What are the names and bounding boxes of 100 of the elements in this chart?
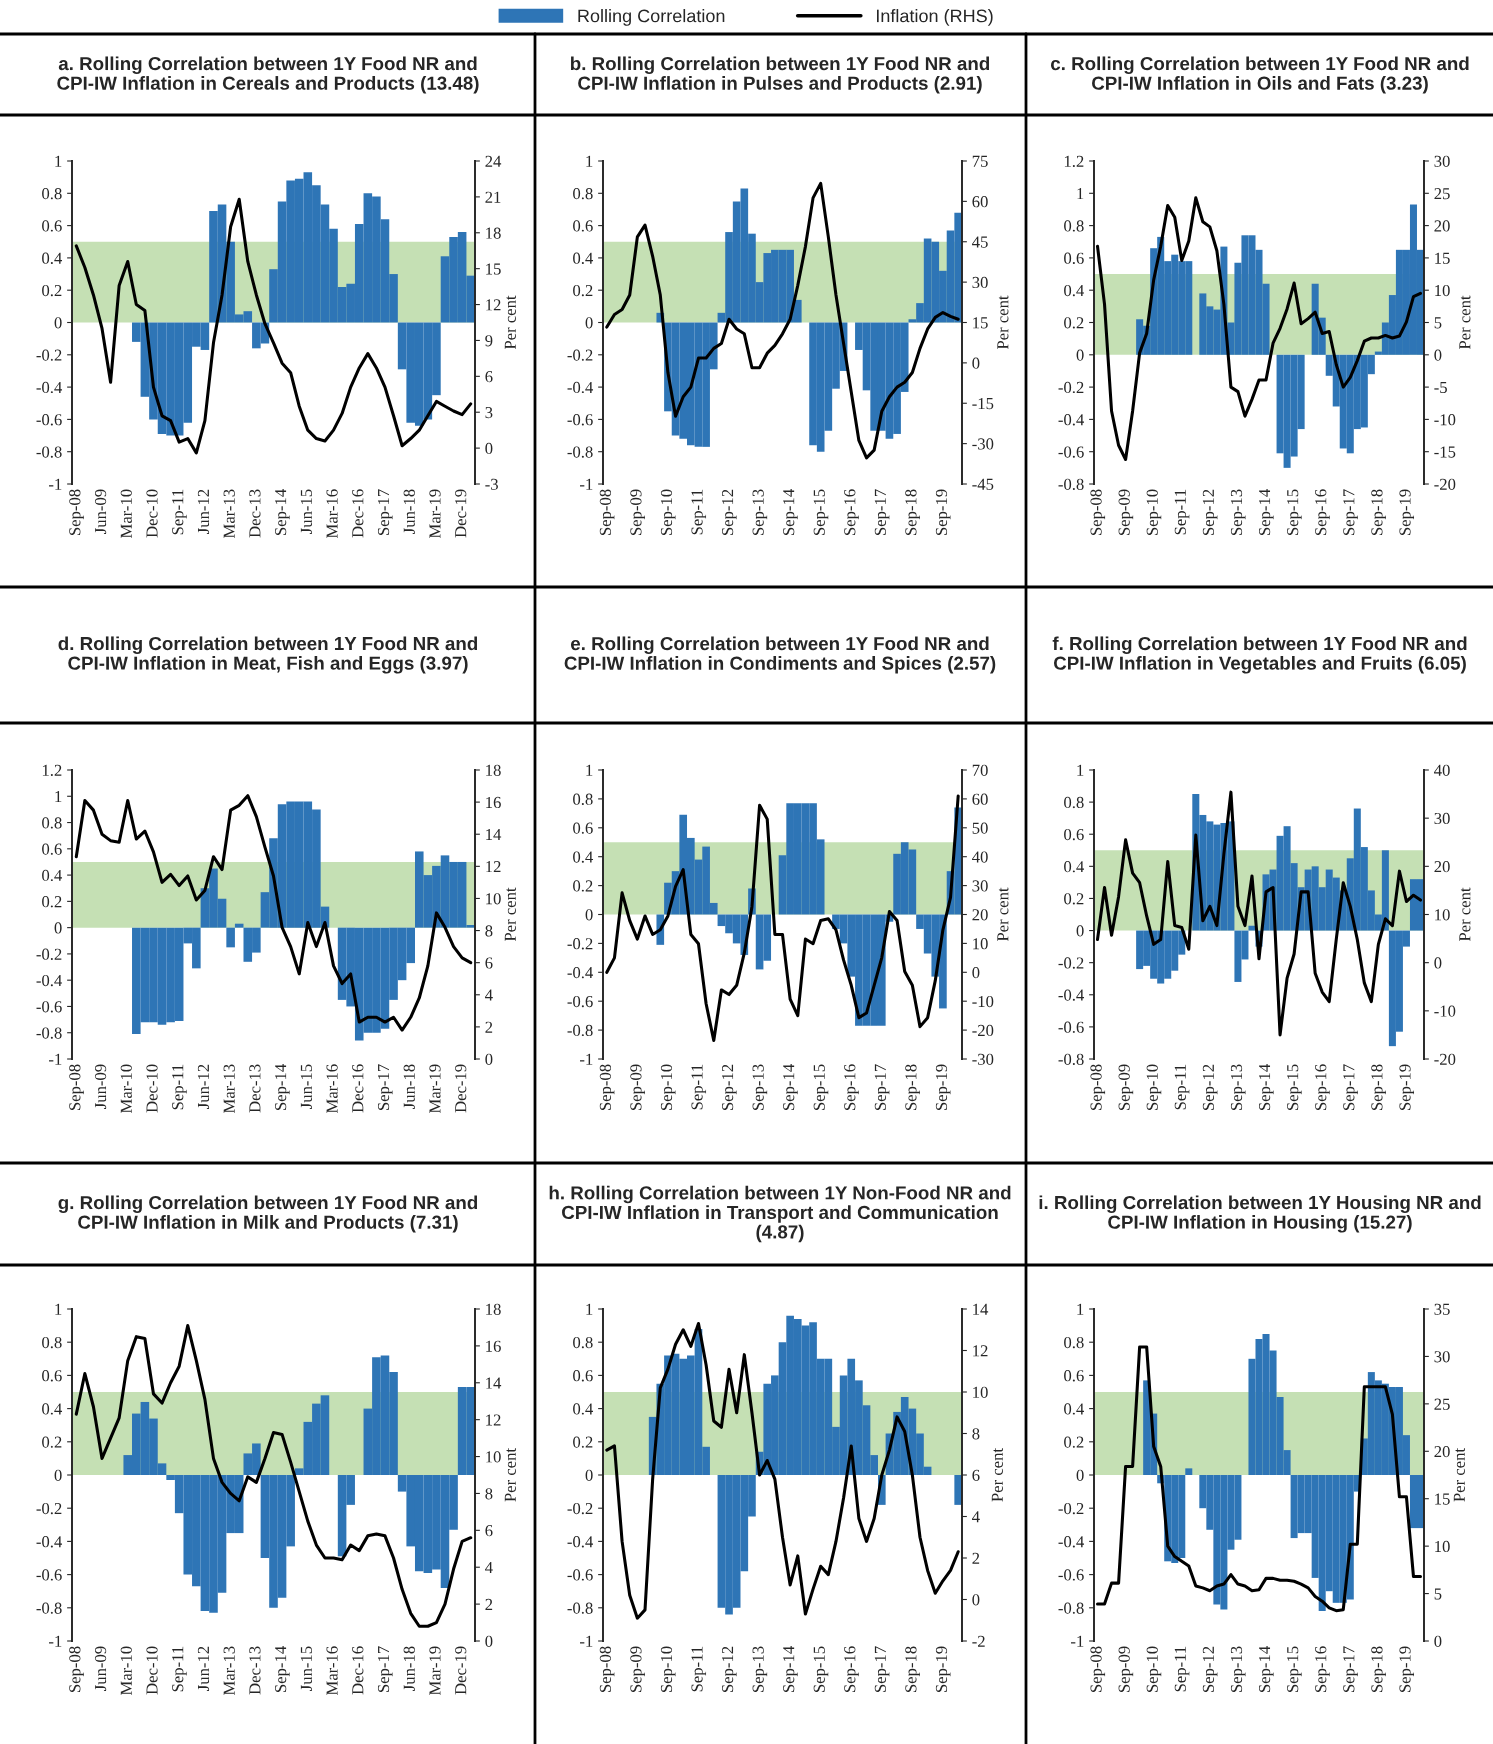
y-tick-label: 1 (1077, 1303, 1084, 1315)
x-tick-label: Sep-09 (630, 1646, 645, 1692)
y2-axis-title: Per cent (997, 887, 1009, 942)
y2-tick-label: -30 (972, 1053, 994, 1065)
x-tick-label: Sep-16 (844, 1646, 859, 1692)
x-tick-label: Sep-08 (599, 1646, 615, 1692)
x-tick-label: Sep-17 (874, 1064, 890, 1110)
y2-tick-label: 8 (972, 1428, 980, 1440)
y-tick-label: -0.2 (567, 1502, 593, 1515)
x-tick-label: Mar-19 (429, 1064, 441, 1114)
x-tick-label: Sep-13 (1230, 1646, 1246, 1692)
x-tick-label: Sep-12 (722, 1646, 737, 1692)
y2-tick-label: 4 (485, 1562, 493, 1573)
x-tick-label: Sep-14 (275, 1646, 290, 1692)
x-tick-label: Sep-10 (660, 1646, 676, 1692)
y2-tick-label: 60 (972, 793, 988, 805)
y2-tick-label: 4 (485, 989, 493, 1001)
y-tick-label: 1 (586, 1303, 593, 1315)
x-tick-label: Sep-11 (1174, 1646, 1190, 1692)
y-tick-label: -1 (49, 1053, 62, 1065)
y2-tick-label: 10 (973, 1386, 988, 1398)
x-tick-label: Mar-19 (429, 1646, 441, 1696)
y-tick-label: 0.8 (42, 817, 62, 829)
x-tick-label: Dec-10 (146, 1646, 158, 1695)
y-tick-label: -0.8 (36, 1602, 62, 1614)
y-tick-label: -0.2 (567, 349, 593, 361)
x-tick-label: Sep-09 (1118, 1646, 1134, 1692)
y2-tick-label: 9 (485, 335, 493, 347)
x-tick-label: Sep-13 (752, 489, 768, 535)
x-tick-label: Jun-12 (197, 489, 210, 534)
y-tick-label: 0.6 (573, 220, 593, 232)
x-tick-label: Sep-15 (1287, 1646, 1302, 1692)
x-tick-label: Jun-15 (300, 1646, 312, 1691)
x-tick-label: Sep-15 (813, 1646, 829, 1692)
y2-tick-label: 8 (485, 1488, 493, 1500)
y2-tick-label: 14 (486, 1377, 502, 1389)
y2-tick-label: 50 (972, 822, 988, 834)
y2-tick-label: -30 (972, 438, 994, 450)
chart-title: f. Rolling Correlation between 1Y Food NR and CPI-IW Inflation in Vegetables and Fruits (6.05) (1052, 636, 1467, 674)
y-tick-label: 1 (55, 155, 62, 167)
y2-tick-label: 2 (972, 1552, 980, 1564)
x-tick-label: Mar-16 (326, 1646, 338, 1696)
y-tick-label: 0.6 (42, 843, 62, 855)
y2-tick-label: 0 (485, 1053, 493, 1065)
x-tick-label: Sep-10 (660, 489, 676, 535)
y2-tick-label: -20 (1434, 1053, 1456, 1065)
y-tick-label: 0.2 (1064, 317, 1084, 329)
x-tick-label: Sep-18 (905, 489, 920, 535)
x-tick-label: Sep-08 (1090, 489, 1106, 535)
x-tick-label: Mar-16 (326, 489, 338, 539)
y-tick-label: 0 (1076, 925, 1084, 937)
y2-tick-label: -2 (972, 1635, 985, 1647)
y2-tick-label: 5 (1434, 317, 1442, 329)
y2-tick-label: 30 (1434, 812, 1450, 825)
y-tick-label: -0.8 (36, 446, 62, 458)
y2-tick-label: -10 (1434, 414, 1456, 426)
x-tick-label: Sep-09 (630, 489, 645, 535)
chart-title: h. Rolling Correlation between 1Y Non-Food NR and CPI-IW Inflation in Transport and Communication (4.87) (549, 1185, 1011, 1243)
chart-title: b. Rolling Correlation between 1Y Food NR and CPI-IW Inflation in Pulses and Products (2.91) (570, 56, 990, 94)
y2-tick-label: 14 (486, 829, 502, 840)
x-tick-label: Dec-10 (146, 489, 158, 538)
x-tick-label: Sep-08 (599, 1064, 615, 1110)
x-tick-label: Sep-18 (1371, 1646, 1386, 1692)
y-tick-label: -0.8 (567, 1602, 593, 1614)
y-tick-label: -0.6 (567, 1569, 593, 1581)
y-tick-label: 0 (1076, 349, 1084, 361)
y-tick-label: 0.4 (1064, 284, 1085, 297)
y-tick-label: -0.4 (1058, 414, 1085, 426)
y-tick-label: 0.6 (1064, 1370, 1084, 1382)
y2-tick-label: 21 (485, 191, 501, 203)
y2-axis-title: Per cent (504, 1448, 516, 1502)
y2-tick-label: 24 (485, 155, 502, 167)
x-tick-label: Mar-13 (223, 489, 235, 539)
y-tick-label: 0.2 (42, 284, 62, 297)
x-tick-label: Dec-13 (249, 1064, 261, 1113)
y2-tick-label: 0 (972, 1594, 980, 1606)
y2-tick-label: -3 (485, 478, 498, 490)
x-tick-label: Sep-16 (1315, 489, 1330, 535)
x-tick-label: Sep-15 (813, 489, 829, 535)
y2-tick-label: 15 (486, 263, 501, 275)
x-tick-label: Sep-14 (1258, 1064, 1274, 1110)
y-tick-label: -1 (580, 1053, 593, 1065)
y2-tick-label: 18 (486, 764, 501, 776)
x-tick-label: Jun-15 (300, 1064, 312, 1109)
y2-tick-label: 40 (1434, 764, 1450, 776)
x-tick-label: Sep-09 (1118, 489, 1134, 535)
y2-tick-label: 70 (972, 764, 988, 776)
y2-tick-label: 20 (1434, 1445, 1450, 1458)
x-tick-label: Sep-18 (905, 1064, 920, 1110)
y-tick-label: 0 (1076, 1469, 1084, 1481)
y-tick-label: -0.6 (567, 995, 593, 1008)
x-tick-label: Mar-10 (120, 489, 132, 539)
y-tick-label: 0.6 (1064, 252, 1084, 264)
y-tick-label: 0.8 (573, 188, 593, 200)
x-tick-label: Sep-19 (1399, 489, 1414, 535)
x-tick-label: Sep-15 (1287, 1064, 1302, 1110)
y-tick-label: 1 (586, 155, 593, 167)
y2-tick-label: -10 (972, 995, 994, 1008)
y2-tick-label: 35 (1434, 1303, 1450, 1315)
y-tick-label: 0.8 (1064, 220, 1084, 232)
